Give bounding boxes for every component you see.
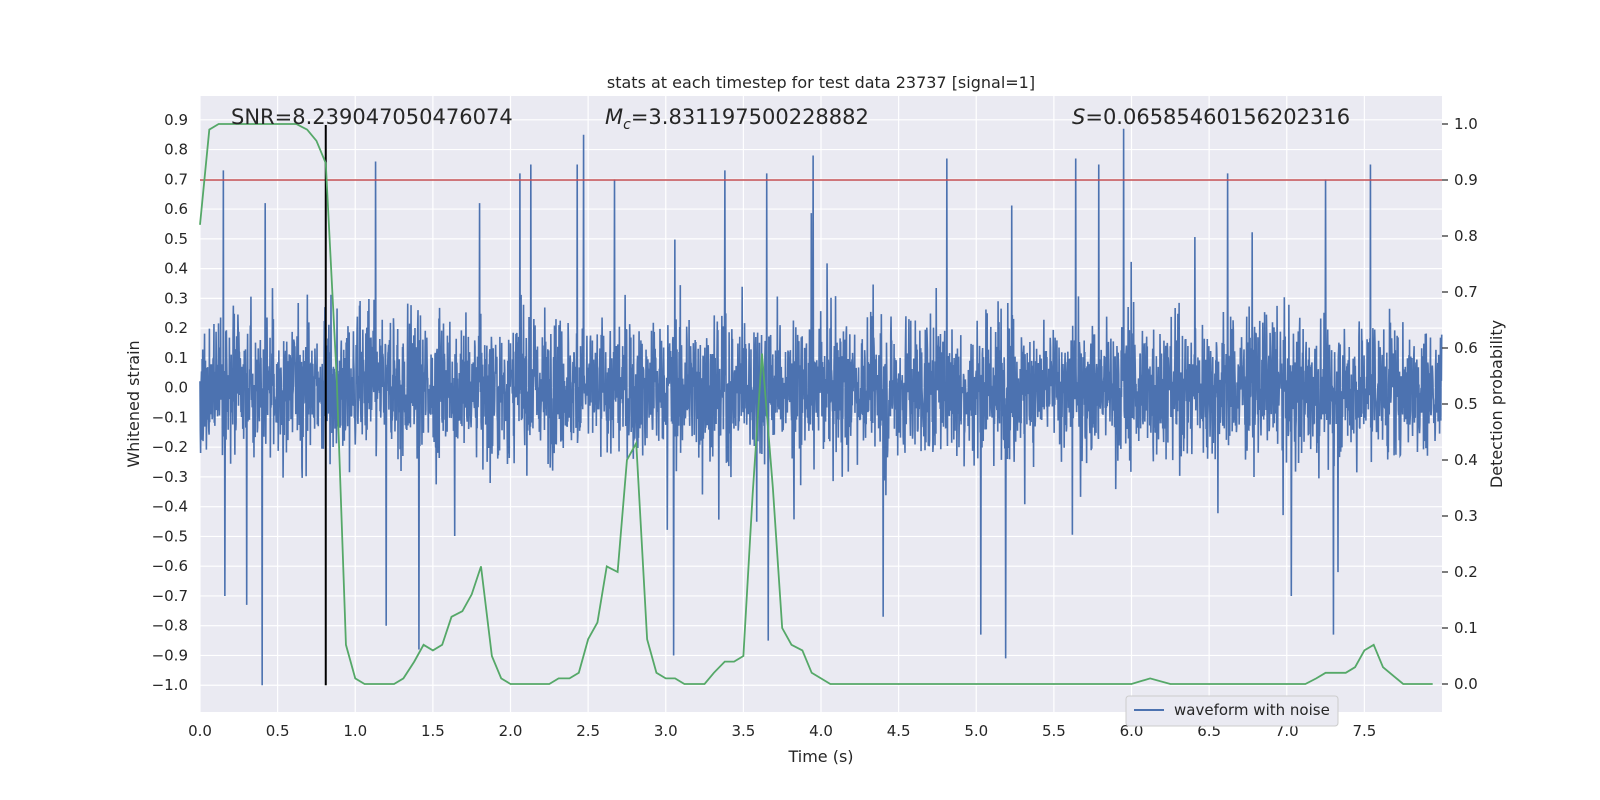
strain-line [199, 128, 1443, 686]
x-tick-label: 2.5 [576, 722, 600, 740]
x-tick-label: 1.0 [343, 722, 367, 740]
x-tick-label: 3.5 [731, 722, 755, 740]
x-tick-label: 0.5 [266, 722, 290, 740]
y-left-tick-label: 0.4 [164, 260, 188, 278]
x-tick-label: 5.5 [1042, 722, 1066, 740]
s-symbol: S [1072, 105, 1085, 129]
x-tick-label: 4.5 [887, 722, 911, 740]
y-left-tick-label: 0.1 [164, 349, 188, 367]
y-right-tick-label: 0.7 [1454, 283, 1478, 301]
y-left-tick-label: 0.5 [164, 230, 188, 248]
y-right-tick-label: 0.3 [1454, 507, 1478, 525]
y-left-tick-label: 0.6 [164, 200, 188, 218]
x-axis-label: Time (s) [787, 747, 853, 766]
y-left-tick-label: −0.5 [152, 527, 188, 545]
mc-symbol: M [605, 105, 623, 129]
y-left-tick-label: 0.0 [164, 379, 188, 397]
mc-annotation: Mc=3.831197500228882 [605, 105, 869, 133]
x-tick-label: 4.0 [809, 722, 833, 740]
probability-series [199, 123, 1433, 685]
y-left-tick-label: 0.8 [164, 141, 188, 159]
y-left-axis-label: Whitened strain [124, 340, 143, 467]
snr-annotation: SNR=8.239047050476074 [231, 105, 513, 129]
x-tick-label: 5.0 [964, 722, 988, 740]
y-right-tick-label: 0.5 [1454, 395, 1478, 413]
y-left-tick-label: −1.0 [152, 676, 188, 694]
mc-subscript: c [623, 117, 631, 133]
y-left-tick-label: −0.7 [152, 587, 188, 605]
y-right-tick-label: 0.9 [1454, 171, 1478, 189]
x-tick-label: 2.0 [499, 722, 523, 740]
y-right-tick-label: 0.4 [1454, 451, 1478, 469]
y-right-tick-label: 0.2 [1454, 563, 1478, 581]
y-left-tick-label: 0.9 [164, 111, 188, 129]
s-annotation: S=0.06585460156202316 [1072, 105, 1350, 129]
y-right-axis-label: Detection probability [1487, 320, 1506, 488]
legend: waveform with noise [1125, 695, 1339, 727]
s-value: =0.06585460156202316 [1085, 105, 1350, 129]
y-right-tick-label: 0.8 [1454, 227, 1478, 245]
probability-line [199, 123, 1433, 685]
y-right-tick-label: 0.6 [1454, 339, 1478, 357]
y-left-tick-label: 0.7 [164, 170, 188, 188]
y-left-tick-label: −0.6 [152, 557, 188, 575]
y-right-tick-label: 1.0 [1454, 115, 1478, 133]
legend-label-waveform: waveform with noise [1174, 701, 1330, 719]
y-right-tick-label: 0.1 [1454, 619, 1478, 637]
y-right-tick-label: 0.0 [1454, 675, 1478, 693]
y-left-tick-label: −0.1 [152, 408, 188, 426]
strain-series [199, 128, 1443, 686]
y-left-axis-ticks: −1.0 −0.9 −0.8 −0.7 −0.6 −0.5 −0.4 −0.3 −0.2 −0.1… [152, 111, 188, 694]
x-tick-label: 0.0 [188, 722, 212, 740]
legend-box [1125, 695, 1339, 727]
y-left-tick-label: −0.9 [152, 646, 188, 664]
x-tick-label: 7.5 [1352, 722, 1376, 740]
y-left-tick-label: −0.4 [152, 498, 188, 516]
y-left-tick-label: −0.8 [152, 617, 188, 635]
y-left-tick-label: 0.2 [164, 319, 188, 337]
y-left-tick-label: −0.2 [152, 438, 188, 456]
x-tick-label: 3.0 [654, 722, 678, 740]
chart-title: stats at each timestep for test data 237… [607, 73, 1035, 92]
x-tick-label: 1.5 [421, 722, 445, 740]
y-left-tick-label: 0.3 [164, 289, 188, 307]
y-right-axis-ticks: 0.0 0.1 0.2 0.3 0.4 0.5 0.6 0.7 0.8 0.9 1.0 [1442, 115, 1478, 693]
mc-value: =3.831197500228882 [631, 105, 869, 129]
y-left-tick-label: −0.3 [152, 468, 188, 486]
